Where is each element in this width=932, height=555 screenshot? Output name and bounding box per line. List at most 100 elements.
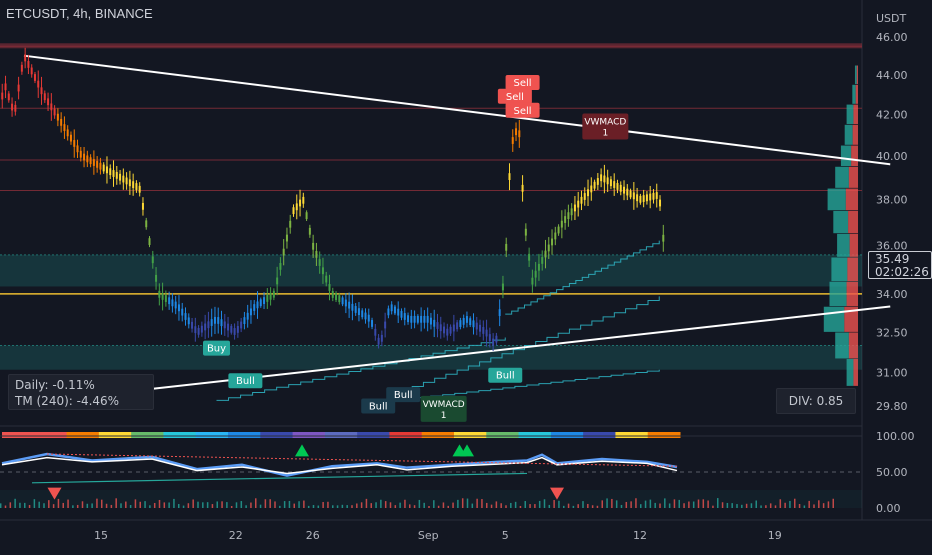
candle-body <box>69 134 72 142</box>
candle-body <box>616 183 619 190</box>
volume-profile-bear <box>848 166 858 188</box>
candle-body <box>92 159 95 166</box>
signal-label-9: 1 <box>602 129 608 139</box>
candle-body <box>66 129 69 137</box>
osc-bar <box>534 504 536 508</box>
osc-bar <box>375 502 377 508</box>
osc-bar <box>96 498 98 508</box>
osc-bar <box>418 499 421 508</box>
candle-body <box>312 242 315 250</box>
osc-bar <box>206 502 209 508</box>
candle-body <box>102 164 105 172</box>
osc-tick-0: 100.00 <box>876 430 915 443</box>
osc-bar <box>57 498 60 508</box>
candle-body <box>407 315 410 323</box>
osc-bar <box>158 499 161 508</box>
candle-body <box>73 140 76 147</box>
candle-body <box>570 208 573 216</box>
candle-body <box>197 327 200 335</box>
candle-body <box>128 179 131 187</box>
candle-body <box>377 337 380 345</box>
candle-body <box>642 195 645 202</box>
candle-body <box>544 250 547 258</box>
candle-body <box>27 61 30 68</box>
osc-bar <box>153 502 156 508</box>
candle-body <box>508 173 511 180</box>
candle-body <box>191 321 194 329</box>
candle-body <box>456 322 459 330</box>
signal-label-2: Bull <box>369 402 388 413</box>
osc-bar <box>668 503 671 508</box>
signal-label-4: 1 <box>441 411 447 421</box>
osc-bar <box>202 502 204 508</box>
candle-body <box>446 328 449 336</box>
trend-band-seg <box>131 432 164 438</box>
osc-bar <box>105 503 108 508</box>
osc-bar <box>437 505 440 508</box>
symbol-title[interactable]: ETCUSDT, 4h, BINANCE <box>6 6 153 21</box>
price-tick-1: 44.00 <box>876 69 908 82</box>
osc-bar <box>33 499 36 508</box>
osc-bar <box>197 501 199 508</box>
osc-bar <box>784 502 786 508</box>
candle-body <box>452 324 455 332</box>
step-line-lower <box>216 337 506 401</box>
candle-body <box>119 173 122 181</box>
candle-body <box>380 334 383 342</box>
osc-bar <box>312 505 315 508</box>
signal-label-bg <box>505 75 540 91</box>
osc-bar <box>144 501 146 508</box>
candle-body <box>135 183 138 190</box>
candle-body <box>161 293 164 300</box>
osc-bar <box>673 499 676 508</box>
candle-body <box>86 155 89 163</box>
osc-bar <box>250 502 252 508</box>
candle-body <box>20 64 23 72</box>
candle-body <box>557 226 560 234</box>
osc-bar <box>692 501 695 508</box>
osc-bar <box>630 501 632 508</box>
osc-bar <box>601 500 603 508</box>
volume-profile-bear <box>852 124 858 145</box>
last-price-value: 35.49 <box>875 252 910 266</box>
osc-bar <box>717 498 719 508</box>
last-price-tag: 35.49 02:02:26 <box>868 251 932 279</box>
candle-body <box>459 320 462 327</box>
candle-body <box>537 263 540 271</box>
osc-bar <box>466 498 469 508</box>
osc-bar <box>235 502 238 508</box>
candle-body <box>289 220 292 228</box>
osc-bar <box>52 504 55 508</box>
osc-bar <box>351 505 353 508</box>
step-line-upper <box>505 240 660 315</box>
candle-body <box>472 320 475 328</box>
osc-bar <box>596 505 599 508</box>
osc-bar <box>293 503 295 508</box>
candle-body <box>321 267 324 275</box>
osc-bar <box>741 504 743 508</box>
candle-body <box>299 199 302 207</box>
osc-bar <box>356 503 358 508</box>
candle-body <box>475 322 478 330</box>
osc-bar <box>457 499 459 508</box>
trendline-0 <box>23 54 891 166</box>
osc-bar <box>769 503 772 508</box>
osc-bar <box>48 500 50 508</box>
osc-bar <box>635 498 637 508</box>
osc-bar <box>745 503 748 508</box>
price-tick-8: 31.00 <box>876 366 908 379</box>
candle-body <box>33 74 36 81</box>
candle-body <box>217 317 220 324</box>
osc-bar <box>519 505 522 508</box>
candle-body <box>554 232 557 240</box>
candle-body <box>371 320 374 327</box>
osc-bar <box>240 501 243 508</box>
osc-bar <box>649 499 652 508</box>
trend-band-seg <box>195 432 229 438</box>
osc-bar <box>110 504 113 508</box>
volume-profile-bull <box>827 188 846 211</box>
osc-bar <box>615 500 618 508</box>
candle-body <box>315 250 318 258</box>
osc-bar <box>731 503 733 508</box>
